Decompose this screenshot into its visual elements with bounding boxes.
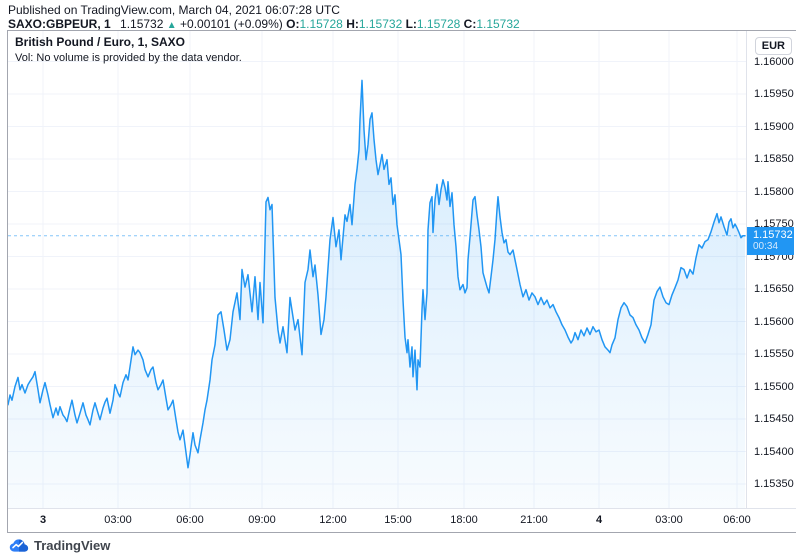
price-tick-label: 1.15550: [754, 348, 794, 360]
tradingview-brand[interactable]: TradingView: [9, 537, 110, 553]
price-badge-countdown: 00:34: [753, 240, 779, 252]
price-badge: 1.15732 00:34: [747, 226, 794, 255]
chart-frame: British Pound / Euro, 1, SAXO Vol: No vo…: [7, 30, 796, 533]
time-axis[interactable]: 3 03:00 06:00 09:00 12:00 15:00 18:00 21:00 4 03:…: [8, 508, 796, 532]
price-tick-label: 1.15600: [754, 315, 794, 328]
published-text: Published on TradingView.com, March 04, …: [8, 3, 340, 17]
time-tick-label: 06:00: [176, 514, 204, 526]
up-arrow-icon: ▲: [166, 20, 177, 31]
tradingview-logo-icon: [9, 539, 29, 552]
plot-area[interactable]: [8, 31, 746, 508]
price-tick-label: 1.15850: [754, 153, 794, 165]
price-tick-label: 1.15450: [754, 413, 794, 425]
ohlc-open-label: O:: [286, 17, 300, 31]
ohlc-low-label: L:: [405, 17, 417, 31]
brand-text: TradingView: [34, 537, 111, 553]
price-tick-label: 1.15500: [754, 380, 794, 393]
price-badge-value: 1.15732: [753, 228, 793, 241]
ohlc-open-value: 1.15728: [299, 17, 343, 31]
time-tick-label: 4: [595, 514, 603, 526]
price-tick-label: 1.15800: [754, 185, 794, 198]
time-tick-label: 09:00: [248, 514, 276, 526]
ohlc-high-label: H:: [346, 17, 359, 31]
chart-svg: [8, 31, 746, 508]
time-tick-label: 03:00: [655, 514, 683, 526]
price-tick-label: 1.15350: [754, 478, 794, 490]
ohlc-close-label: C:: [463, 17, 477, 31]
ohlc-close-value: 1.15732: [476, 17, 520, 31]
price-line: [8, 79, 746, 469]
area-fill: [8, 80, 745, 508]
symbol-name: SAXO:GBPEUR, 1: [8, 17, 111, 31]
time-tick-label: 21:00: [520, 514, 548, 526]
time-tick-label: 12:00: [319, 514, 347, 526]
time-tick-label: 15:00: [384, 514, 412, 526]
symbol-last-price: 1.15732: [120, 17, 164, 31]
price-tick-label: 1.15900: [754, 120, 794, 133]
symbol-change: +0.00101 (+0.09%): [180, 17, 283, 31]
price-tick-label: 1.15400: [754, 445, 794, 458]
currency-button[interactable]: EUR: [754, 37, 792, 55]
price-tick-label: 1.16000: [754, 55, 794, 68]
ohlc-low-value: 1.15728: [416, 17, 461, 31]
time-tick-label: 03:00: [104, 514, 132, 526]
price-tick-label: 1.15650: [754, 283, 794, 295]
price-axis[interactable]: EUR 1.15732 00:34 1.16000 1.15950 1.15900 1…: [746, 31, 796, 508]
time-tick-label: 3: [39, 514, 47, 526]
symbol-info-line: SAXO:GBPEUR, 1 1.15732 ▲ +0.00101 (+0.09…: [8, 17, 520, 31]
ohlc-high-value: 1.15732: [358, 17, 403, 31]
time-tick-label: 06:00: [723, 514, 751, 526]
price-tick-label: 1.15950: [754, 88, 794, 100]
time-tick-label: 18:00: [450, 514, 478, 526]
